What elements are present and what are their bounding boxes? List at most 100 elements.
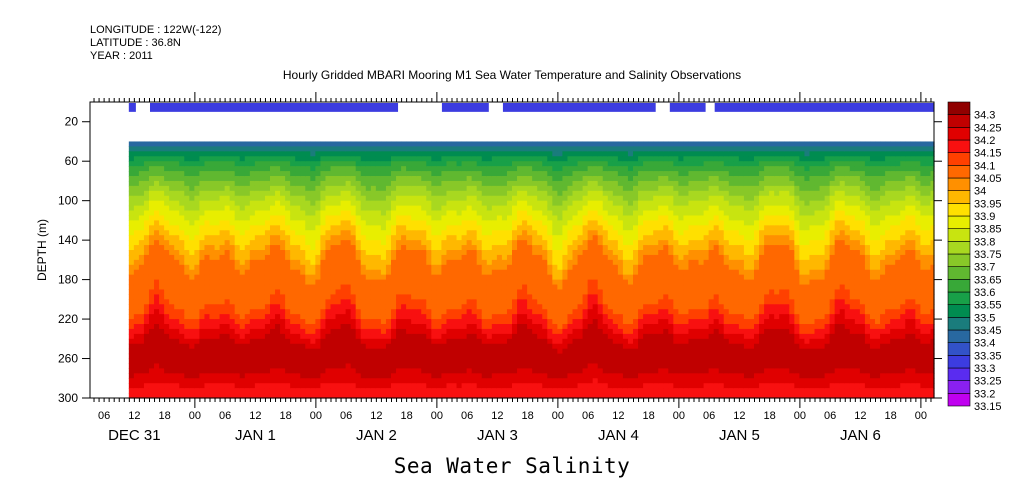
contour-cell [194,368,201,374]
contour-cell [587,185,594,192]
contour-cell [345,353,352,360]
contour-cell [340,333,347,340]
contour-cell [128,383,135,389]
contour-cell [572,161,579,167]
contour-cell [249,309,256,315]
contour-cell [154,180,160,187]
contour-cell [234,383,241,389]
contour-cell [184,343,190,350]
contour-cell [148,368,155,374]
contour-cell [471,393,478,399]
contour-cell [194,141,201,147]
contour-cell [214,151,221,157]
contour-cell [269,299,276,305]
contour-cell [491,294,498,300]
contour-cell [577,230,584,236]
contour-cell [421,180,427,187]
contour-cell [148,363,155,369]
contour-cell [345,151,352,157]
contour-cell [128,279,135,286]
contour-cell [421,259,427,266]
contour-cell [275,343,281,350]
contour-cell [310,264,316,271]
contour-cell [577,373,584,379]
contour-cell [436,146,443,152]
contour-cell [375,328,382,335]
contour-cell [406,215,412,221]
contour-cell [360,368,367,374]
contour-cell [471,215,478,221]
contour-cell [305,269,311,276]
contour-cell [310,215,316,221]
contour-cell [269,176,276,182]
contour-cell [164,284,170,291]
contour-cell [164,373,170,379]
contour-cell [522,180,528,187]
contour-cell [380,294,387,300]
contour-cell [249,180,256,187]
contour-cell [143,161,150,167]
contour-cell [446,259,453,266]
contour-cell [305,279,311,286]
contour-cell [365,269,372,276]
contour-cell [305,200,311,207]
contour-cell [486,225,493,231]
contour-cell [375,314,382,320]
contour-cell [501,176,508,182]
contour-cell [506,348,513,355]
contour-cell [174,259,180,266]
contour-cell [305,151,311,157]
contour-cell [517,180,523,187]
contour-cell [512,299,518,305]
contour-cell [169,176,175,182]
contour-cell [572,264,579,271]
contour-cell [224,294,231,300]
contour-cell [285,215,291,221]
contour-cell [355,200,362,207]
contour-cell [436,161,443,167]
contour-cell [360,240,367,246]
contour-cell [204,348,211,355]
contour-cell [169,388,175,394]
contour-cell [280,176,286,182]
contour-cell [143,146,150,152]
contour-cell [184,195,190,202]
contour-cell [355,141,362,147]
contour-cell [466,324,473,330]
contour-cell [290,245,296,251]
contour-cell [204,264,211,271]
contour-cell [340,240,347,246]
contour-cell [179,156,185,162]
contour-cell [517,225,523,231]
contour-cell [340,378,347,384]
contour-cell [406,314,412,320]
contour-cell [401,200,407,207]
contour-cell [214,289,221,295]
contour-cell [406,161,412,167]
contour-cell [199,146,206,152]
contour-cell [431,328,437,335]
contour-cell [426,343,432,350]
contour-cell [154,250,160,256]
contour-cell [401,328,407,335]
contour-cell [512,161,518,167]
contour-cell [184,304,190,310]
contour-cell [582,190,589,197]
contour-cell [461,304,468,310]
contour-cell [370,343,377,350]
contour-cell [164,190,170,197]
contour-cell [577,180,584,187]
contour-cell [416,314,422,320]
contour-cell [496,171,503,177]
contour-cell [320,176,327,182]
contour-cell [461,230,468,236]
contour-cell [547,358,553,365]
contour-cell [451,259,458,266]
contour-cell [229,254,236,261]
contour-cell [229,151,236,157]
contour-cell [189,171,195,177]
contour-cell [547,141,553,147]
contour-cell [431,156,437,162]
contour-cell [421,363,427,369]
contour-cell [269,319,276,325]
